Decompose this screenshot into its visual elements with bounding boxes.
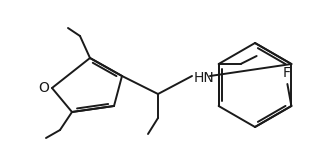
Text: O: O xyxy=(38,81,49,95)
Text: HN: HN xyxy=(194,71,215,85)
Text: F: F xyxy=(282,66,290,80)
